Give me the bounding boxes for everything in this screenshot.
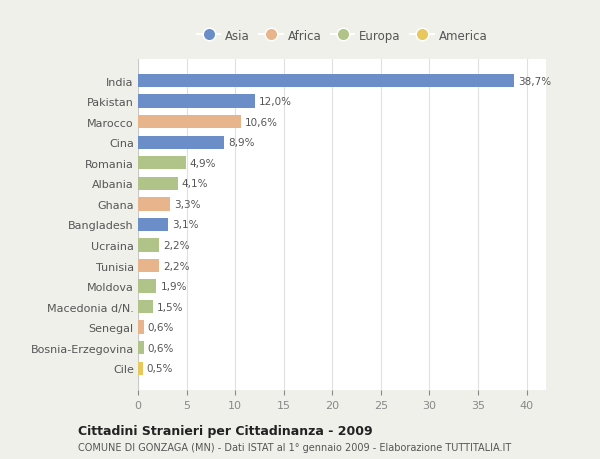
- Text: 3,3%: 3,3%: [174, 199, 200, 209]
- Text: 2,2%: 2,2%: [163, 241, 190, 251]
- Text: 4,1%: 4,1%: [182, 179, 208, 189]
- Text: 0,6%: 0,6%: [148, 343, 174, 353]
- Bar: [138, 177, 178, 190]
- Text: Cittadini Stranieri per Cittadinanza - 2009: Cittadini Stranieri per Cittadinanza - 2…: [78, 424, 373, 437]
- Bar: [138, 116, 241, 129]
- Text: 2,2%: 2,2%: [163, 261, 190, 271]
- Text: 0,6%: 0,6%: [148, 323, 174, 332]
- Bar: [138, 75, 514, 88]
- Bar: [138, 300, 152, 313]
- Legend: Asia, Africa, Europa, America: Asia, Africa, Europa, America: [193, 26, 491, 46]
- Bar: [138, 362, 143, 375]
- Text: 3,1%: 3,1%: [172, 220, 199, 230]
- Text: 4,9%: 4,9%: [190, 158, 216, 168]
- Bar: [138, 95, 254, 108]
- Text: COMUNE DI GONZAGA (MN) - Dati ISTAT al 1° gennaio 2009 - Elaborazione TUTTITALIA: COMUNE DI GONZAGA (MN) - Dati ISTAT al 1…: [78, 442, 511, 452]
- Text: 1,9%: 1,9%: [160, 281, 187, 291]
- Text: 0,5%: 0,5%: [147, 364, 173, 374]
- Text: 10,6%: 10,6%: [245, 118, 278, 127]
- Text: 38,7%: 38,7%: [518, 76, 551, 86]
- Bar: [138, 239, 160, 252]
- Bar: [138, 136, 224, 150]
- Bar: [138, 198, 170, 211]
- Text: 12,0%: 12,0%: [259, 97, 292, 107]
- Bar: [138, 341, 144, 355]
- Bar: [138, 280, 157, 293]
- Text: 8,9%: 8,9%: [229, 138, 255, 148]
- Bar: [138, 259, 160, 273]
- Bar: [138, 218, 168, 232]
- Bar: [138, 157, 185, 170]
- Text: 1,5%: 1,5%: [157, 302, 183, 312]
- Bar: [138, 321, 144, 334]
